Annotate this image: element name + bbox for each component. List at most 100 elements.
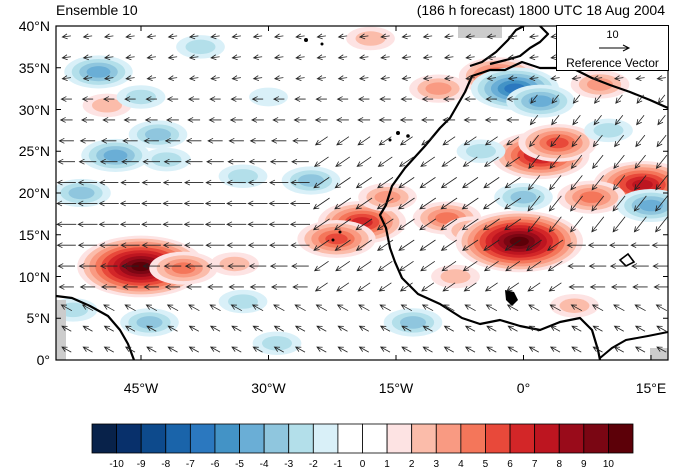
wind-vector-arrow <box>440 239 457 251</box>
wind-vector-arrow <box>269 263 288 269</box>
wind-vector-arrow <box>336 282 350 292</box>
wind-vector-arrow <box>146 346 157 353</box>
wind-vector-arrow <box>249 284 266 290</box>
wind-vector-arrow <box>358 304 370 312</box>
wind-vector-arrow <box>141 200 162 207</box>
wind-vector-arrow <box>57 158 76 165</box>
wind-vector-arrow <box>482 218 500 231</box>
colorbar-swatch <box>435 423 462 454</box>
wind-vector-arrow <box>273 75 284 81</box>
wind-vector-arrow <box>572 94 581 104</box>
wind-vector-arrow <box>442 136 456 146</box>
wind-vector-arrow <box>483 156 499 167</box>
wind-vector-arrow <box>103 33 114 40</box>
wind-vector-arrow <box>103 346 114 353</box>
wind-vector-arrow <box>314 282 328 292</box>
wind-vector-arrow <box>141 179 161 186</box>
colorbar-label: 8 <box>556 459 562 470</box>
wind-vector-arrow <box>506 136 520 146</box>
wind-vector-arrow <box>399 136 413 146</box>
lat-tick-label: 20°N <box>18 185 50 201</box>
wind-vector-arrow <box>272 117 286 123</box>
axis-ticks <box>56 25 668 361</box>
wind-vector-arrow <box>401 75 411 81</box>
wind-vector-arrow <box>443 75 454 81</box>
colorbar-label: 10 <box>602 459 614 470</box>
wind-vector-arrow <box>634 304 646 312</box>
wind-vector-arrow <box>379 304 391 312</box>
wind-vectors <box>56 33 668 353</box>
lake-outline <box>618 252 636 267</box>
wind-vector-arrow <box>124 304 136 312</box>
wind-vector-arrow <box>655 154 668 169</box>
ensemble-title: Ensemble 10 <box>56 2 138 18</box>
wind-vector-arrow <box>209 346 221 353</box>
wind-vector-arrow <box>226 221 247 228</box>
wind-vector-arrow <box>528 325 539 332</box>
wind-vector-arrow <box>528 75 539 81</box>
wind-vector-arrow <box>379 325 391 332</box>
wind-vector-arrow <box>549 346 561 353</box>
wind-vector-arrow <box>656 75 666 81</box>
wind-vector-arrow <box>380 33 390 40</box>
wind-vector-arrow <box>248 263 267 269</box>
anomaly-contour-fill <box>228 169 258 184</box>
wind-vector-arrow <box>163 158 182 165</box>
wind-vector-arrow <box>336 96 349 102</box>
wind-vector-arrow <box>484 117 498 123</box>
wind-vector-arrow <box>269 158 288 165</box>
wind-vector-arrow <box>465 33 475 40</box>
colorbar-swatch <box>362 423 388 454</box>
anomaly-contour-fill <box>639 199 663 212</box>
wind-vector-arrow <box>335 260 351 272</box>
colorbar-label: 2 <box>408 459 415 470</box>
wind-vector-arrow <box>124 96 136 102</box>
anomaly-contour-fill <box>425 82 452 95</box>
wind-vector-arrow <box>656 346 667 353</box>
wind-vector-arrow <box>166 304 179 312</box>
wind-vector-arrow <box>121 158 139 165</box>
wind-vector-arrow <box>230 96 242 102</box>
anomaly-contour-fill <box>632 179 653 190</box>
lon-tick-label: 45°W <box>123 380 159 396</box>
anomaly-contour-fill <box>144 128 172 141</box>
wind-vector-arrow <box>419 177 436 189</box>
wind-vector-arrow <box>82 75 93 81</box>
wind-vector-arrow <box>358 346 369 353</box>
wind-vector-arrow <box>551 115 560 126</box>
lat-tick-label: 15°N <box>18 226 50 243</box>
wind-vector-arrow <box>399 282 413 292</box>
wind-vector-arrow <box>567 263 586 269</box>
wind-vector-arrow <box>484 136 498 146</box>
wind-vector-arrow <box>60 96 72 102</box>
colorbar-swatch <box>460 423 486 454</box>
wind-vector-arrow <box>566 242 586 249</box>
wind-vector-arrow <box>549 325 561 332</box>
lat-tick-label: 40°N <box>18 18 50 34</box>
wind-vector-arrow <box>56 179 76 186</box>
wind-vector-arrow <box>252 75 263 81</box>
wind-vector-arrow <box>210 33 220 40</box>
wind-vector-arrow <box>653 284 668 290</box>
wind-vector-arrow <box>422 346 433 353</box>
wind-vector-arrow <box>613 325 624 332</box>
wind-vector-arrow <box>421 304 434 312</box>
wind-vector-arrow <box>401 325 412 332</box>
wind-vector-arrow <box>313 156 329 167</box>
wind-vector-arrow <box>293 117 307 123</box>
wind-vector-arrow <box>397 218 415 231</box>
wind-vector-arrow <box>81 117 94 123</box>
wind-vector-arrow <box>422 54 433 61</box>
wind-vector-arrow <box>570 216 583 233</box>
wind-vector-arrow <box>401 54 411 61</box>
wind-vector-arrow <box>252 346 263 353</box>
wind-vector-arrow <box>630 242 650 249</box>
wind-vector-arrow <box>268 200 289 207</box>
wind-vector-arrow <box>548 195 562 212</box>
wind-vector-arrow <box>398 239 415 251</box>
wind-vector-arrow <box>634 154 646 169</box>
wind-vector-arrow <box>251 96 264 102</box>
wind-vector-arrow <box>527 282 541 292</box>
wind-vector-arrow <box>506 117 519 123</box>
wind-vector-arrow <box>610 284 627 290</box>
